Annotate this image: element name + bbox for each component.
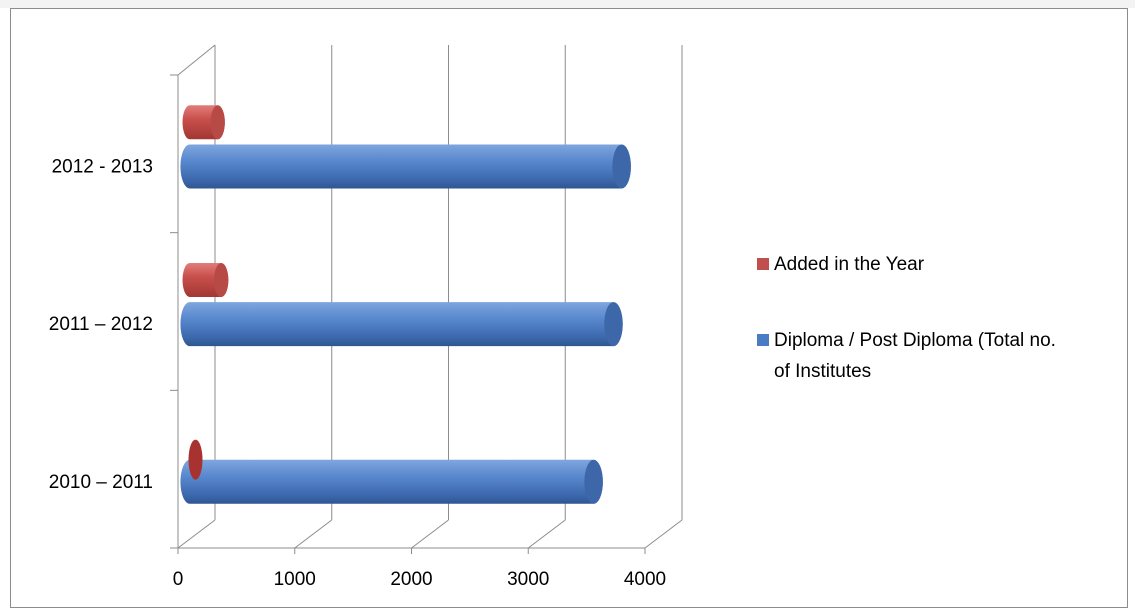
- bar-total-2: [180, 144, 631, 189]
- legend-swatch-added: [757, 258, 769, 270]
- bar-total-1-body: [180, 302, 623, 347]
- y-tick-label-0: 2010 – 2011: [49, 472, 153, 493]
- bar-total-2-cap: [612, 144, 631, 189]
- x-tick-label-4000: 4000: [624, 569, 666, 590]
- x-tick-label-2000: 2000: [390, 569, 432, 590]
- legend-swatch-total: [757, 334, 769, 346]
- floor-line-0: [177, 519, 216, 549]
- x-tick-label-0: 0: [173, 569, 184, 590]
- legend-item-added: Added in the Year: [757, 254, 925, 275]
- legend-label-total-line2: of Institutes: [774, 361, 871, 382]
- bar-total-1: [180, 302, 623, 347]
- x-tick-label-3000: 3000: [507, 569, 549, 590]
- labels-layer: 0 1000 2000 3000 4000 2010 – 2011 2011 – 2012 2…: [49, 156, 666, 590]
- bar-added-2: [182, 105, 225, 140]
- bar-total-0: [180, 459, 603, 504]
- bars-layer: [180, 105, 631, 504]
- floor-line-1000: [294, 519, 333, 549]
- left-wall-top: [177, 44, 216, 76]
- bar-total-0-body: [180, 459, 603, 504]
- floor-line-2000: [411, 519, 449, 549]
- bar-added-1: [182, 262, 229, 297]
- bar-total-1-cap: [604, 302, 623, 347]
- bar-total-2-body: [180, 144, 631, 189]
- bar-added-2-cap: [210, 105, 225, 140]
- bar-added-0: [188, 439, 203, 480]
- floor-line-3000: [527, 519, 566, 549]
- bar-added-0-cap: [188, 439, 203, 480]
- floor-line-4000: [644, 519, 683, 549]
- top-strip: [0, 0, 1135, 8]
- x-tick-label-1000: 1000: [274, 569, 316, 590]
- bar-added-1-cap: [214, 262, 229, 297]
- legend-label-total-line1: Diploma / Post Diploma (Total no.: [774, 330, 1056, 351]
- y-tick-label-1: 2011 – 2012: [49, 314, 153, 335]
- bar-total-0-cap: [584, 459, 603, 504]
- legend-label-added: Added in the Year: [774, 254, 925, 275]
- legend: Added in the Year Diploma / Post Diploma…: [757, 254, 1056, 382]
- y-tick-label-2: 2012 - 2013: [52, 156, 153, 177]
- legend-item-total: Diploma / Post Diploma (Total no. of Ins…: [757, 330, 1056, 382]
